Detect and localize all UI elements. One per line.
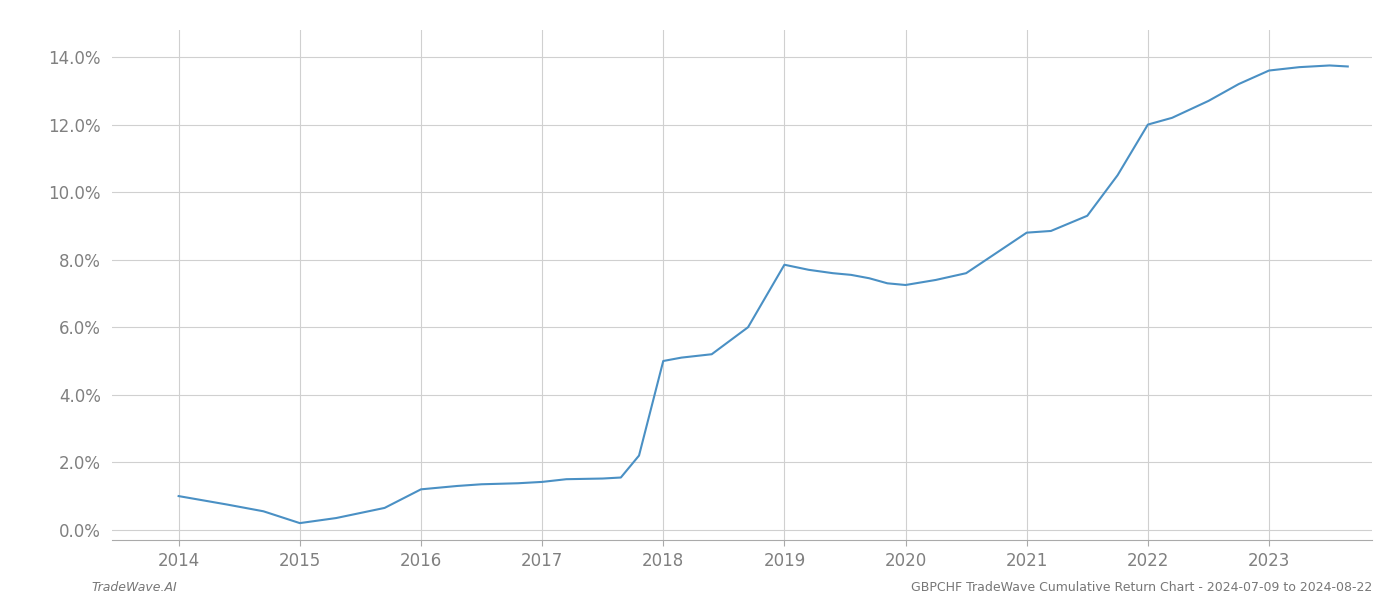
- Text: TradeWave.AI: TradeWave.AI: [91, 581, 176, 594]
- Text: GBPCHF TradeWave Cumulative Return Chart - 2024-07-09 to 2024-08-22: GBPCHF TradeWave Cumulative Return Chart…: [911, 581, 1372, 594]
